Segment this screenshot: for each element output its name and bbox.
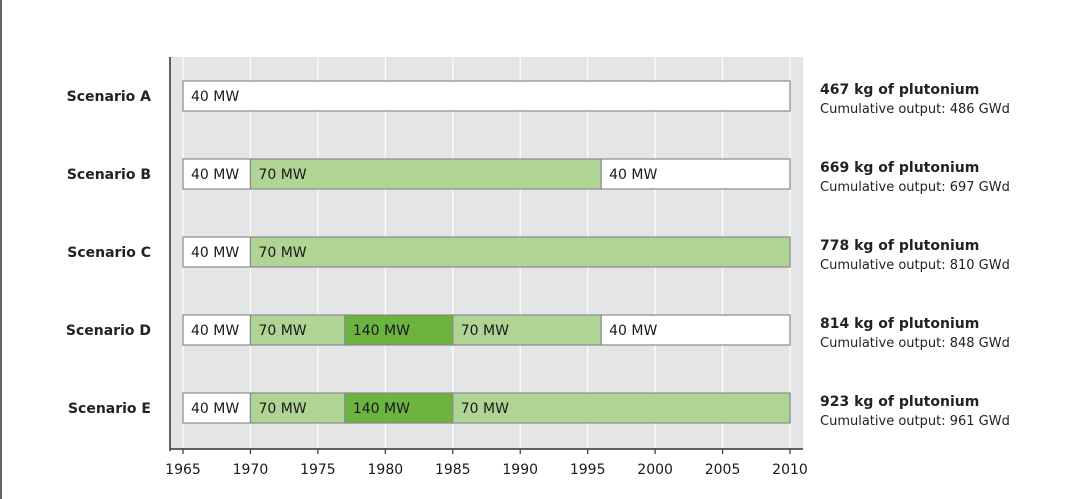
bar-segment-label: 70 MW [258,401,306,417]
plutonium-amount: 467 kg of plutonium [820,82,979,98]
cumulative-output: Cumulative output: 810 GWd [820,258,1010,273]
bar-segment [182,158,252,190]
bar-segment-label: 70 MW [258,323,306,339]
bar-segment [344,314,454,346]
bar-segment [600,314,791,346]
x-tick-label-1975: 1975 [300,462,336,478]
bar-segment-label: 70 MW [258,167,306,183]
x-tick-label-1990: 1990 [502,462,538,478]
bar-segment-label: 40 MW [191,245,239,261]
cumulative-output: Cumulative output: 961 GWd [820,414,1010,429]
plutonium-amount: 669 kg of plutonium [820,160,979,176]
bar-segment-label: 140 MW [353,401,410,417]
scenario-row-c: Scenario C 40 MW 70 MW 778 kg of plutonium C… [67,236,1010,273]
bar-segment-label: 40 MW [191,401,239,417]
scenario-label: Scenario E [68,401,151,417]
bar-segment-label: 40 MW [609,323,657,339]
bar-segment [452,314,602,346]
bar-segment-label: 40 MW [609,167,657,183]
bar-segment [182,80,791,112]
scenario-row-e: Scenario E 40 MW 70 MW 140 MW 70 MW 923 kg of… [68,392,1010,429]
cumulative-output: Cumulative output: 486 GWd [820,102,1010,117]
bar-segment-label: 70 MW [461,323,509,339]
scenario-row-d: Scenario D 40 MW 70 MW 140 MW 70 MW 40 MW 814 … [66,314,1010,351]
plutonium-amount: 814 kg of plutonium [820,316,979,332]
bar-segment [182,392,252,424]
scenario-label: Scenario B [67,167,151,183]
bar-segment [182,236,252,268]
scenario-row-b: Scenario B 40 MW 70 MW 40 MW 669 kg of pluto… [67,158,1010,195]
x-axis-ticks: 1965 1970 1975 1980 1985 1990 1995 2000 2005 2010 [165,449,808,478]
bar-segment [344,392,454,424]
x-tick-label-1985: 1985 [435,462,471,478]
bar-segment [452,392,791,424]
scenario-label: Scenario C [67,245,151,261]
cumulative-output: Cumulative output: 848 GWd [820,336,1010,351]
plutonium-amount: 778 kg of plutonium [820,238,979,254]
scenario-row-a: Scenario A 40 MW 467 kg of plutonium Cumula… [67,80,1010,117]
bar-segment [249,392,346,424]
scenario-label: Scenario A [67,89,151,105]
bar-segment-label: 40 MW [191,323,239,339]
x-tick-label-2000: 2000 [637,462,673,478]
x-tick-label-1970: 1970 [233,462,269,478]
bar-segment-label: 40 MW [191,167,239,183]
bar-segment [249,236,791,268]
x-tick-label-2010: 2010 [772,462,808,478]
x-tick-label-1980: 1980 [368,462,404,478]
bar-segment-label: 140 MW [353,323,410,339]
scenario-label: Scenario D [66,323,151,339]
bar-segment-label: 70 MW [258,245,306,261]
bar-segment-label: 40 MW [191,89,239,105]
cumulative-output: Cumulative output: 697 GWd [820,180,1010,195]
x-tick-label-1995: 1995 [570,462,606,478]
bar-segment-label: 70 MW [461,401,509,417]
x-tick-label-1965: 1965 [165,462,201,478]
bar-segment [600,158,791,190]
plutonium-amount: 923 kg of plutonium [820,394,979,410]
x-tick-label-2005: 2005 [705,462,741,478]
bar-segment [249,158,602,190]
bar-segment [249,314,346,346]
